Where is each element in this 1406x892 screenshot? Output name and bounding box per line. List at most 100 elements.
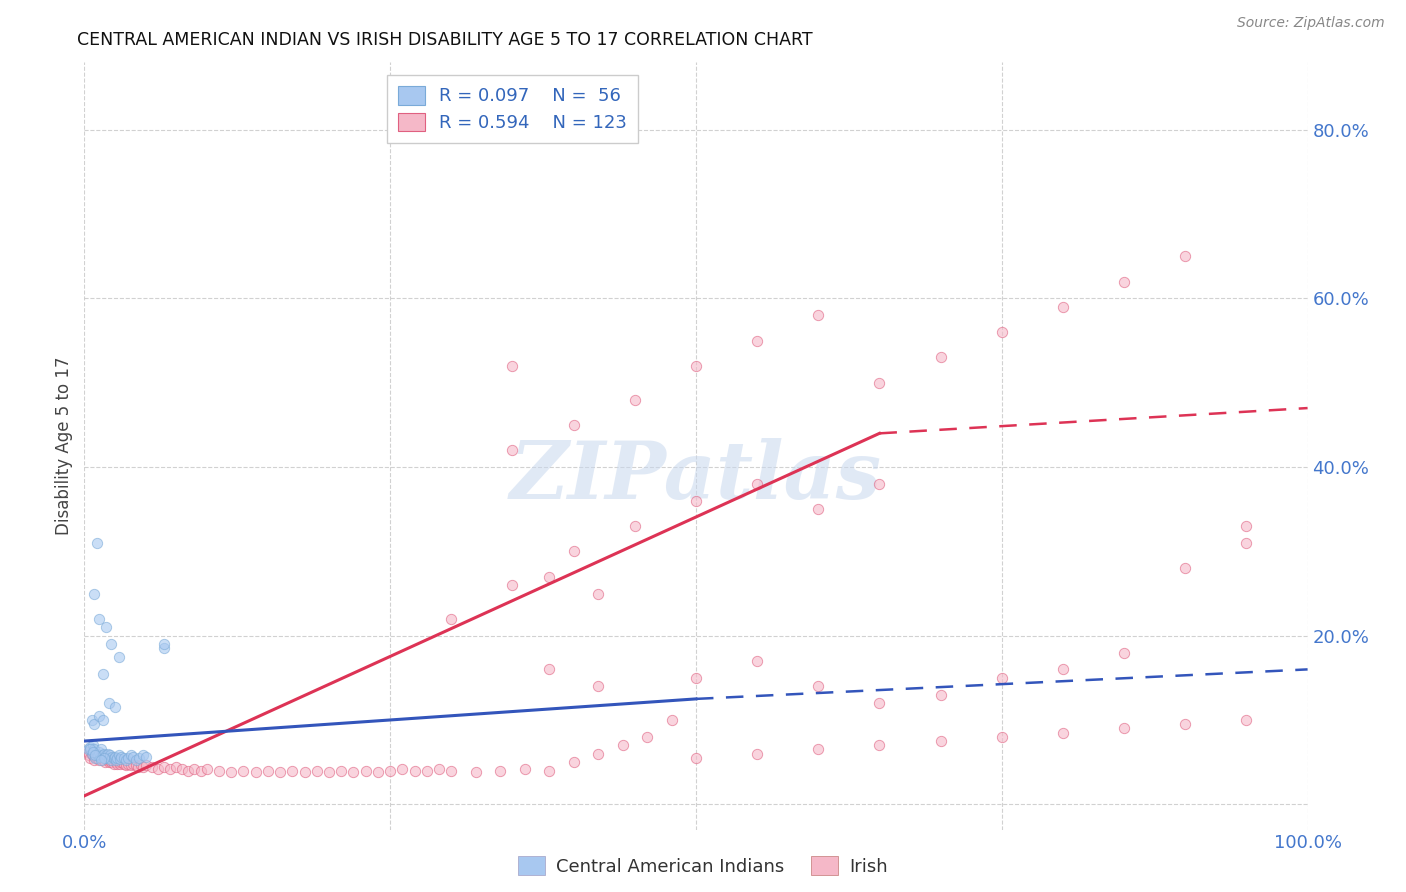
Point [90, 742, 112, 756]
Point [1174, 717, 1197, 731]
Point [82, 745, 104, 759]
Point [294, 765, 316, 780]
Y-axis label: Disability Age 5 to 17: Disability Age 5 to 17 [55, 357, 73, 535]
Point [489, 764, 512, 778]
Point [165, 760, 187, 774]
Point [97, 754, 120, 768]
Point [269, 765, 291, 780]
Point [91, 666, 114, 681]
Point [83, 586, 105, 600]
Point [104, 754, 127, 768]
Point [538, 569, 561, 583]
Point [747, 654, 769, 668]
Point [427, 762, 450, 776]
Point [87, 748, 110, 763]
Point [219, 765, 242, 780]
Point [305, 764, 328, 778]
Point [440, 764, 463, 778]
Point [1052, 662, 1074, 676]
Point [100, 755, 122, 769]
Legend: R = 0.097    N =  56, R = 0.594    N = 123: R = 0.097 N = 56, R = 0.594 N = 123 [387, 75, 638, 143]
Point [685, 671, 707, 685]
Point [89, 750, 111, 764]
Point [538, 662, 561, 676]
Point [107, 649, 129, 664]
Point [100, 754, 122, 768]
Point [77, 748, 100, 763]
Point [1174, 249, 1197, 263]
Point [232, 764, 254, 778]
Point [869, 738, 891, 752]
Point [869, 477, 891, 491]
Point [105, 751, 128, 765]
Point [685, 359, 707, 373]
Point [125, 754, 148, 768]
Point [101, 750, 124, 764]
Point [91, 754, 114, 768]
Point [86, 536, 108, 550]
Point [86, 751, 108, 765]
Point [245, 765, 267, 780]
Point [991, 325, 1014, 339]
Point [125, 758, 148, 772]
Point [91, 713, 114, 727]
Text: ZIPatlas: ZIPatlas [510, 438, 882, 516]
Point [104, 700, 127, 714]
Point [90, 754, 112, 768]
Point [190, 764, 212, 778]
Point [86, 747, 108, 761]
Point [159, 762, 181, 776]
Point [84, 751, 107, 765]
Point [93, 750, 115, 764]
Point [97, 696, 120, 710]
Point [87, 612, 110, 626]
Point [132, 760, 155, 774]
Point [91, 748, 114, 763]
Point [122, 750, 145, 764]
Point [929, 351, 952, 365]
Point [807, 679, 830, 693]
Point [94, 755, 117, 769]
Point [90, 751, 112, 765]
Point [96, 748, 118, 763]
Point [869, 376, 891, 390]
Point [97, 755, 120, 769]
Point [624, 519, 647, 533]
Point [208, 764, 231, 778]
Point [96, 752, 118, 766]
Point [77, 745, 100, 759]
Point [135, 750, 157, 764]
Point [281, 764, 304, 778]
Point [80, 747, 103, 761]
Point [128, 751, 150, 765]
Point [98, 748, 121, 763]
Point [94, 751, 117, 765]
Point [89, 750, 111, 764]
Point [83, 717, 105, 731]
Point [153, 637, 176, 651]
Point [502, 359, 524, 373]
Point [367, 765, 389, 780]
Text: CENTRAL AMERICAN INDIAN VS IRISH DISABILITY AGE 5 TO 17 CORRELATION CHART: CENTRAL AMERICAN INDIAN VS IRISH DISABIL… [77, 31, 813, 49]
Point [105, 755, 128, 769]
Point [685, 751, 707, 765]
Point [108, 752, 131, 766]
Point [101, 754, 124, 768]
Point [562, 417, 585, 432]
Point [747, 334, 769, 348]
Point [661, 713, 683, 727]
Point [929, 688, 952, 702]
Point [105, 754, 128, 768]
Point [342, 765, 364, 780]
Point [929, 734, 952, 748]
Point [318, 765, 340, 780]
Point [84, 748, 107, 763]
Point [869, 696, 891, 710]
Point [87, 708, 110, 723]
Point [115, 758, 138, 772]
Point [112, 756, 135, 771]
Point [747, 747, 769, 761]
Point [562, 755, 585, 769]
Point [1114, 722, 1136, 736]
Point [464, 765, 486, 780]
